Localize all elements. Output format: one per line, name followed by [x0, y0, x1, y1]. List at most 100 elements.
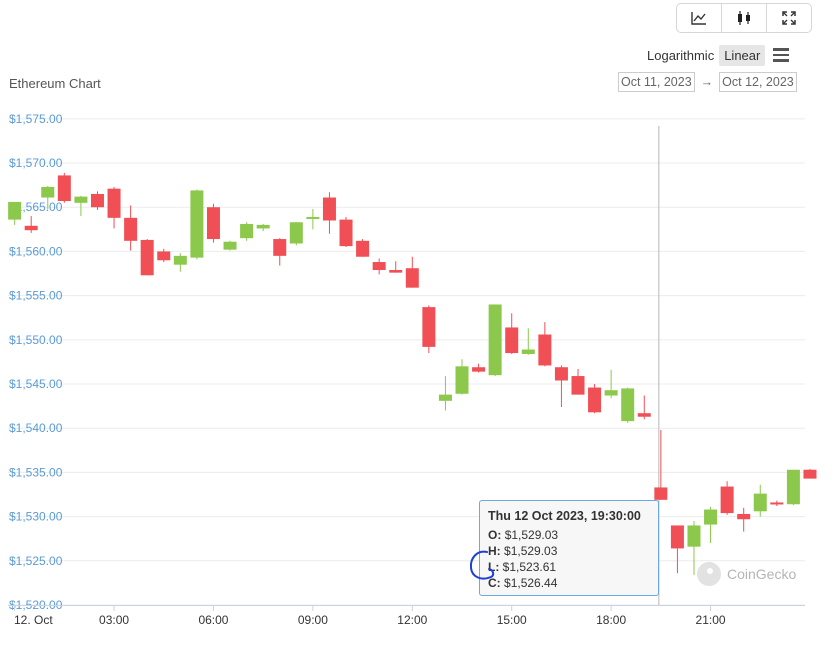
y-tick-label: $1,550.00 — [9, 333, 63, 347]
candle-body-up — [240, 224, 254, 239]
candle-body-down — [206, 207, 220, 240]
scale-selector: Logarithmic Linear — [642, 43, 790, 67]
candle-body-down — [571, 376, 585, 395]
linear-option[interactable]: Linear — [719, 44, 766, 66]
candle-body-up — [256, 224, 270, 229]
candle-body-down — [90, 193, 104, 208]
candle-body-down — [273, 239, 287, 256]
candle-tooltip: Thu 12 Oct 2023, 19:30:00 O: $1,529.03 H… — [479, 500, 659, 596]
tooltip-title: Thu 12 Oct 2023, 19:30:00 — [488, 509, 641, 523]
y-tick-label: $1,575.00 — [9, 112, 63, 126]
candle-body-down — [505, 327, 519, 354]
line-chart-icon — [691, 12, 706, 25]
candle-body-down — [57, 175, 71, 202]
chart-title: Ethereum Chart — [9, 76, 101, 91]
candle-body-up — [786, 469, 800, 505]
x-tick-label: 15:00 — [497, 613, 527, 627]
candle-body-down — [538, 334, 552, 366]
date-range: Oct 11, 2023 → Oct 12, 2023 — [618, 72, 797, 92]
candle-body-up — [190, 190, 204, 258]
candle-body-up — [621, 388, 635, 422]
coingecko-logo-icon — [697, 562, 721, 586]
candle-body-down — [588, 387, 602, 413]
line-chart-button[interactable] — [677, 4, 722, 32]
candle-body-up — [704, 509, 718, 525]
tooltip-open: O: $1,529.03 — [488, 527, 650, 543]
date-from-input[interactable]: Oct 11, 2023 — [618, 72, 695, 92]
candle-body-up — [74, 196, 88, 203]
x-tick-label: 18:00 — [596, 613, 626, 627]
candle-body-down — [107, 188, 121, 218]
fullscreen-icon — [782, 11, 796, 25]
chart-type-toolbar — [676, 3, 812, 33]
candle-body-up — [604, 390, 618, 396]
candle-body-down — [720, 486, 734, 514]
candle-body-up — [306, 216, 320, 219]
candle-body-down — [339, 219, 353, 247]
date-range-arrow: → — [700, 75, 714, 89]
y-tick-label: $1,535.00 — [9, 465, 63, 479]
candle-body-up — [8, 201, 22, 220]
candle-body-down — [554, 367, 568, 381]
hamburger-menu-icon[interactable] — [773, 48, 790, 62]
x-tick-label: 12:00 — [397, 613, 427, 627]
candlestick-icon — [738, 11, 750, 25]
candle-body-down — [770, 502, 784, 505]
candle-body-up — [173, 255, 187, 265]
candle-body-down — [124, 217, 138, 241]
tooltip-low: L: $1,523.61 — [488, 559, 650, 575]
x-tick-label: 03:00 — [99, 613, 129, 627]
candle-body-down — [356, 240, 370, 257]
tooltip-close: C: $1,526.44 — [488, 575, 650, 591]
candle-body-down — [24, 225, 38, 231]
candle-body-up — [687, 525, 701, 547]
tooltip-low-value: $1,523.61 — [502, 560, 557, 574]
x-tick-label: 06:00 — [198, 613, 228, 627]
candle-body-down — [157, 251, 171, 261]
handwritten-circle-annotation — [469, 550, 495, 580]
x-tick-label: 21:00 — [696, 613, 726, 627]
y-tick-label: $1,560.00 — [9, 244, 63, 258]
tooltip-high: H: $1,529.03 — [488, 543, 650, 559]
x-tick-label: 12. Oct — [14, 613, 53, 627]
fullscreen-button[interactable] — [767, 4, 811, 32]
y-tick-label: $1,555.00 — [9, 289, 63, 303]
candle-body-down — [670, 525, 684, 549]
candle-body-down — [637, 413, 651, 417]
candle-body-up — [753, 493, 767, 512]
tooltip-close-label: C: — [488, 576, 501, 590]
tooltip-high-label: H: — [488, 544, 501, 558]
candlestick-button[interactable] — [722, 4, 767, 32]
candle-body-down — [389, 269, 403, 273]
y-tick-label: $1,540.00 — [9, 421, 63, 435]
candle-body-down — [405, 268, 419, 288]
x-tick-label: 09:00 — [298, 613, 328, 627]
candle-body-down — [472, 367, 486, 372]
tooltip-open-value: $1,529.03 — [504, 528, 559, 542]
candle-body-down — [422, 307, 436, 347]
logarithmic-option[interactable]: Logarithmic — [647, 47, 715, 63]
candle-body-up — [455, 366, 469, 394]
candle-body-up — [223, 241, 237, 250]
y-tick-label: $1,545.00 — [9, 377, 63, 391]
candle-body-up — [289, 222, 303, 244]
brand-name: CoinGecko — [727, 566, 797, 582]
coingecko-watermark: CoinGecko — [697, 562, 796, 586]
candle-body-down — [140, 239, 154, 276]
candle-body-up — [41, 186, 55, 198]
tooltip-open-label: O: — [488, 528, 502, 542]
y-tick-label: $1,530.00 — [9, 510, 63, 524]
candle-body-down — [372, 262, 386, 270]
y-tick-label: $1,565.00 — [9, 200, 63, 214]
date-to-input[interactable]: Oct 12, 2023 — [719, 72, 797, 92]
tooltip-high-value: $1,529.03 — [504, 544, 558, 558]
tooltip-close-value: $1,526.44 — [504, 576, 558, 590]
y-tick-label: $1,570.00 — [9, 156, 63, 170]
candle-body-up — [488, 304, 502, 376]
candle-body-down — [654, 487, 668, 500]
candle-body-down — [322, 197, 336, 221]
candle-body-up — [438, 394, 452, 401]
candle-body-down — [803, 469, 817, 479]
tooltip-low-label: L: — [488, 560, 500, 574]
